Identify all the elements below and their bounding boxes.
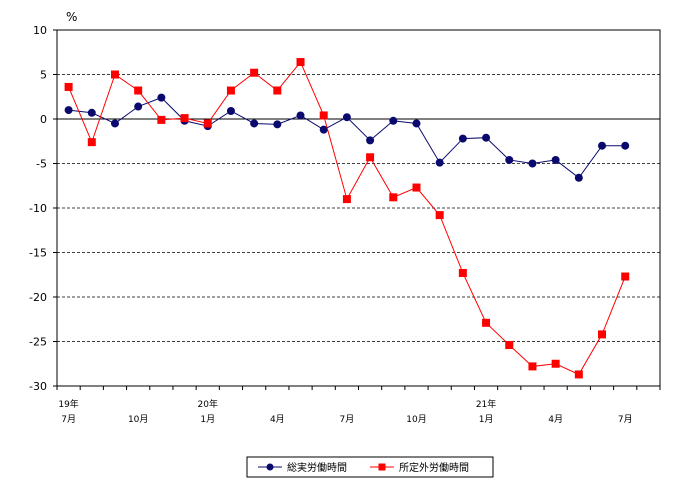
y-tick-label: 5 <box>40 69 47 82</box>
data-point <box>505 155 514 164</box>
data-point <box>389 116 398 125</box>
data-point <box>87 108 96 117</box>
x-tick-month-label: 10月 <box>128 414 148 425</box>
data-point <box>528 362 537 371</box>
x-tick-month-label: 7月 <box>340 414 355 425</box>
data-point <box>157 115 166 124</box>
data-point <box>458 134 467 143</box>
data-point <box>250 119 259 128</box>
legend-marker <box>378 463 386 471</box>
data-point <box>551 359 560 368</box>
y-axis-unit-label: % <box>66 10 77 24</box>
y-tick-label: 0 <box>40 113 47 126</box>
data-point <box>366 136 375 145</box>
data-point <box>203 119 212 128</box>
x-tick-month-label: 1月 <box>200 414 215 425</box>
series-line <box>68 97 626 179</box>
data-point <box>574 173 583 182</box>
data-point <box>296 111 305 120</box>
series-1 <box>64 93 630 182</box>
x-tick-month-label: 10月 <box>406 414 426 425</box>
y-tick-label: -25 <box>29 336 47 349</box>
x-tick-year-label: 21年 <box>476 398 496 410</box>
data-point <box>157 93 166 102</box>
data-point <box>342 113 351 122</box>
data-point <box>110 70 119 79</box>
x-tick-month-label: 4月 <box>270 414 285 425</box>
y-tick-label: -20 <box>29 291 47 304</box>
data-point <box>389 193 398 202</box>
x-tick-year-label: 19年 <box>58 398 78 410</box>
x-axis-ticks: 19年 7月 10月 20年 1月 4月 7月 10月 21年 1月 4月 7月 <box>56 386 661 425</box>
data-point <box>505 341 514 350</box>
series-layer <box>64 58 630 379</box>
data-point <box>319 125 328 134</box>
data-point <box>412 119 421 128</box>
data-point <box>64 106 73 115</box>
data-point <box>574 370 583 379</box>
x-tick-month-label: 1月 <box>479 414 494 425</box>
data-point <box>273 120 282 129</box>
data-point <box>621 141 630 150</box>
legend-marker <box>266 463 274 471</box>
x-tick-month-label: 7月 <box>618 414 633 425</box>
y-tick-label: -10 <box>29 202 47 215</box>
data-point <box>87 138 96 147</box>
data-point <box>64 82 73 91</box>
series-line <box>68 61 626 376</box>
data-point <box>621 272 630 281</box>
data-point <box>319 111 328 120</box>
data-point <box>134 86 143 95</box>
legend-label: 総実労働時間 <box>287 461 347 474</box>
x-tick-month-label: 4月 <box>548 414 563 425</box>
y-axis-ticks: 10 5 0 -5 -10 -15 -20 -25 -30 <box>29 24 57 393</box>
data-point <box>226 106 235 115</box>
series-2 <box>64 58 630 379</box>
data-point <box>180 114 189 123</box>
legend-label: 所定外労働時間 <box>399 461 469 474</box>
data-point <box>598 330 607 339</box>
data-point <box>458 268 467 277</box>
data-point <box>482 318 491 327</box>
data-point <box>273 86 282 95</box>
data-point <box>296 58 305 67</box>
data-point <box>110 119 119 128</box>
data-point <box>528 159 537 168</box>
data-point <box>366 153 375 162</box>
data-point <box>134 102 143 111</box>
data-point <box>412 183 421 192</box>
y-tick-label: 10 <box>33 24 47 37</box>
legend: 総実労働時間 所定外労働時間 <box>246 456 494 478</box>
y-tick-label: -15 <box>29 247 47 260</box>
y-tick-label: -5 <box>36 158 47 171</box>
grid <box>57 74 660 342</box>
data-point <box>551 155 560 164</box>
data-point <box>342 195 351 204</box>
y-tick-label: -30 <box>29 380 47 393</box>
data-point <box>598 141 607 150</box>
data-point <box>482 133 491 142</box>
x-tick-month-label: 7月 <box>61 414 76 425</box>
data-point <box>250 68 259 77</box>
data-point <box>435 211 444 220</box>
data-point <box>226 86 235 95</box>
data-point <box>435 158 444 167</box>
x-tick-year-label: 20年 <box>198 398 218 410</box>
